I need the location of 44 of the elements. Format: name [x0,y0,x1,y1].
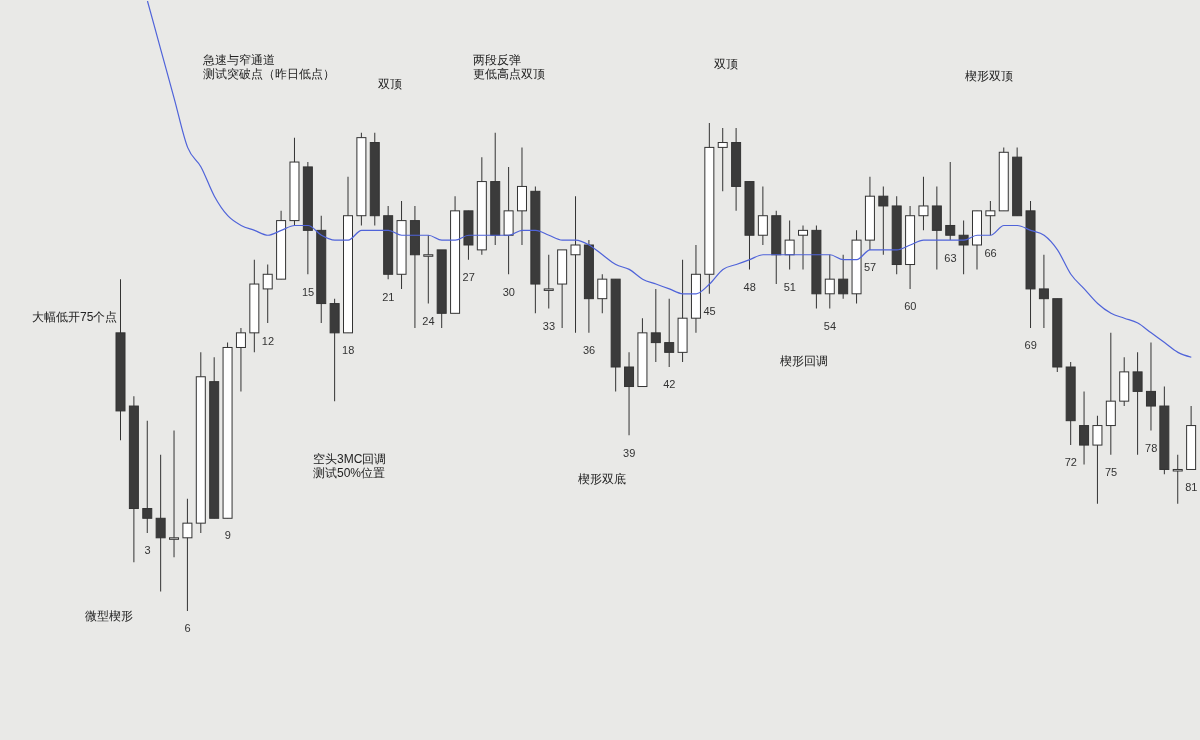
x-tick-label: 3 [144,544,151,557]
x-tick-label: 9 [224,529,231,542]
x-tick-label: 78 [1145,441,1158,454]
x-tick-label: 12 [261,334,275,347]
x-tick-label: 63 [944,251,957,264]
x-tick-label: 66 [984,246,997,259]
text: 双顶 [378,77,402,91]
annotation: 楔形回调 [780,354,828,368]
x-tick-label: 33 [542,319,556,332]
x-tick-label: 48 [743,280,756,293]
annotation: 大幅低开75个点 [32,310,118,324]
candlestick [570,196,581,333]
x-tick-label: 18 [342,344,355,357]
x-tick-label: 30 [502,285,515,298]
annotation: 楔形双底 [578,472,626,486]
x-tick-label: 27 [462,271,475,284]
x-tick-label: 57 [864,261,877,274]
text: 楔形双顶 [965,69,1013,83]
x-tick-label: 36 [582,344,596,357]
x-tick-label: 81 [1185,480,1198,493]
x-tick-label: 54 [823,319,837,332]
x-tick-label: 42 [663,378,676,391]
annotation: 微型楔形 [85,609,133,623]
text: 双顶 [714,57,738,71]
x-tick-label: 39 [623,446,636,459]
candlestick [717,127,728,192]
candlestick [543,254,554,309]
text: 两段反弹更低高点双顶 [473,53,545,81]
x-tick-label: 72 [1064,456,1077,469]
annotation: 空头3MC回调测试50%位置 [313,452,387,480]
x-tick-label: 60 [904,300,917,313]
candlestick [423,235,434,304]
x-tick-label: 51 [783,280,796,293]
x-tick-label: 15 [301,285,315,298]
x-tick-label: 24 [422,315,435,328]
text: 急速与窄通道测试突破点（昨日低点） [202,53,335,81]
candlestick [169,430,180,558]
x-tick-label: 6 [184,622,191,634]
candlestick [142,420,153,533]
candlestick [1172,454,1183,504]
x-tick-label: 21 [382,290,395,303]
x-tick-label: 45 [703,305,716,318]
x-tick-label: 75 [1104,466,1118,479]
x-tick-label: 69 [1024,339,1037,352]
